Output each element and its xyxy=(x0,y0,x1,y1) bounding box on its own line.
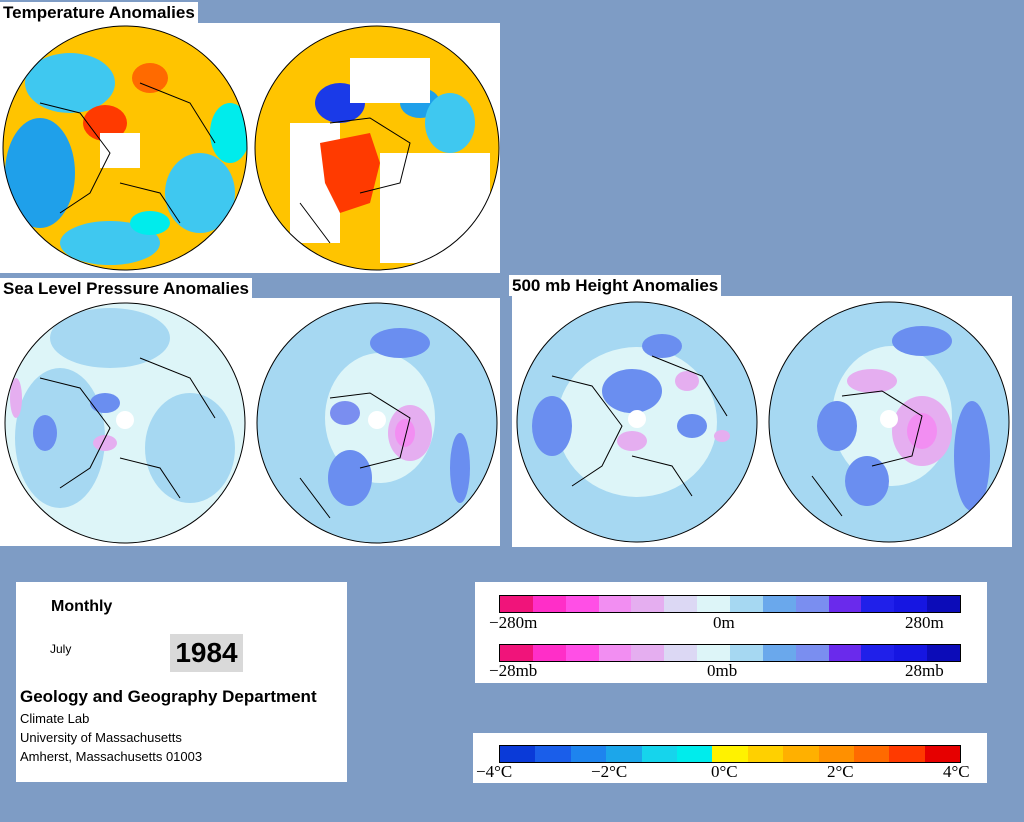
temperature-scale-swatch-10 xyxy=(853,746,890,762)
northern-hemisphere-pressure-map xyxy=(5,303,245,543)
temperature-scale-swatch-0 xyxy=(500,746,536,762)
university-label: University of Massachusetts xyxy=(20,730,182,745)
temperature-scale-label-0: −4°C xyxy=(476,762,513,781)
temperature-scale-swatch-5 xyxy=(676,746,713,762)
northern-hemisphere-temperature-map xyxy=(3,26,247,270)
slp-title: Sea Level Pressure Anomalies xyxy=(0,278,253,299)
pressure-scale-swatch-0 xyxy=(500,645,533,661)
height-scale-swatch-10 xyxy=(828,596,862,612)
height-scale-swatch-12 xyxy=(894,596,928,612)
height-scale-min: −280m xyxy=(489,613,538,632)
address-label: Amherst, Massachusetts 01003 xyxy=(20,749,203,764)
pressure-scale-swatch-3 xyxy=(598,645,632,661)
pressure-scale-swatch-9 xyxy=(795,645,829,661)
height-scale-swatch-7 xyxy=(730,596,763,612)
height-panel xyxy=(512,296,1012,547)
temperature-scale-swatch-4 xyxy=(641,746,677,762)
temperature-color-bar xyxy=(499,745,961,763)
pressure-scale-swatch-6 xyxy=(697,645,731,661)
pressure-scale-max: 28mb xyxy=(905,661,944,680)
slp-maps xyxy=(4,302,498,544)
department-label: Geology and Geography Department xyxy=(20,687,317,706)
height-scale-swatch-6 xyxy=(697,596,731,612)
temperature-scale-swatch-9 xyxy=(818,746,854,762)
temperature-scale-label-2: 0°C xyxy=(711,762,738,781)
temperature-scale-label-1: −2°C xyxy=(591,762,628,781)
northern-hemisphere-height-map xyxy=(517,302,757,542)
height-scale-swatch-5 xyxy=(664,596,698,612)
height-scale-swatch-8 xyxy=(762,596,796,612)
lab-label: Climate Lab xyxy=(20,711,90,726)
temperature-scale-label-4: 4°C xyxy=(943,762,970,781)
temperature-scale-swatch-3 xyxy=(606,746,642,762)
pressure-scale-swatch-11 xyxy=(861,645,895,661)
height-scale-swatch-1 xyxy=(532,596,566,612)
slp-panel xyxy=(0,298,500,546)
pressure-color-bar xyxy=(499,644,961,662)
temperature-title: Temperature Anomalies xyxy=(0,2,198,23)
temperature-scale-swatch-7 xyxy=(747,746,784,762)
southern-hemisphere-height-map xyxy=(769,302,1009,542)
anomaly-scale-box: −280m 0m 280m −28mb 0mb 28mb xyxy=(475,582,987,683)
pressure-scale-swatch-12 xyxy=(894,645,928,661)
pressure-scale-mid: 0mb xyxy=(707,661,738,680)
height-maps xyxy=(516,301,1010,543)
temperature-scale-swatch-12 xyxy=(924,746,961,762)
pressure-scale-swatch-8 xyxy=(762,645,796,661)
height-scale-swatch-9 xyxy=(795,596,829,612)
temperature-scale-swatch-11 xyxy=(889,746,925,762)
year-label: 1984 xyxy=(170,634,243,672)
pressure-scale-swatch-2 xyxy=(565,645,599,661)
pressure-scale-min: −28mb xyxy=(489,661,538,680)
temperature-scale-swatch-2 xyxy=(570,746,607,762)
pressure-scale-swatch-10 xyxy=(828,645,862,661)
height-scale-swatch-11 xyxy=(861,596,895,612)
temperature-scale-swatch-6 xyxy=(712,746,748,762)
temperature-scale-label-3: 2°C xyxy=(827,762,854,781)
height-scale-swatch-3 xyxy=(598,596,632,612)
height-title: 500 mb Height Anomalies xyxy=(509,275,722,296)
pressure-scale-swatch-1 xyxy=(532,645,566,661)
height-scale-swatch-4 xyxy=(631,596,665,612)
temperature-maps xyxy=(2,25,500,271)
pressure-scale-swatch-4 xyxy=(631,645,665,661)
temperature-scale-swatch-8 xyxy=(783,746,819,762)
temperature-scale-box: −4°C −2°C 0°C 2°C 4°C xyxy=(473,733,987,783)
southern-hemisphere-temperature-map xyxy=(255,26,499,270)
month-label: July xyxy=(50,642,72,656)
height-scale-swatch-13 xyxy=(927,596,961,612)
pressure-scale-swatch-13 xyxy=(927,645,961,661)
height-scale-swatch-0 xyxy=(500,596,533,612)
pressure-scale-swatch-5 xyxy=(664,645,698,661)
info-box: Monthly July 1984 Geology and Geography … xyxy=(16,582,347,782)
height-scale-mid: 0m xyxy=(713,613,735,632)
pressure-scale-swatch-7 xyxy=(730,645,763,661)
period-label: Monthly xyxy=(51,598,113,615)
southern-hemisphere-pressure-map xyxy=(257,303,497,543)
height-color-bar xyxy=(499,595,961,613)
temperature-panel xyxy=(0,23,500,273)
height-scale-max: 280m xyxy=(905,613,944,632)
height-scale-swatch-2 xyxy=(565,596,599,612)
temperature-scale-swatch-1 xyxy=(535,746,571,762)
